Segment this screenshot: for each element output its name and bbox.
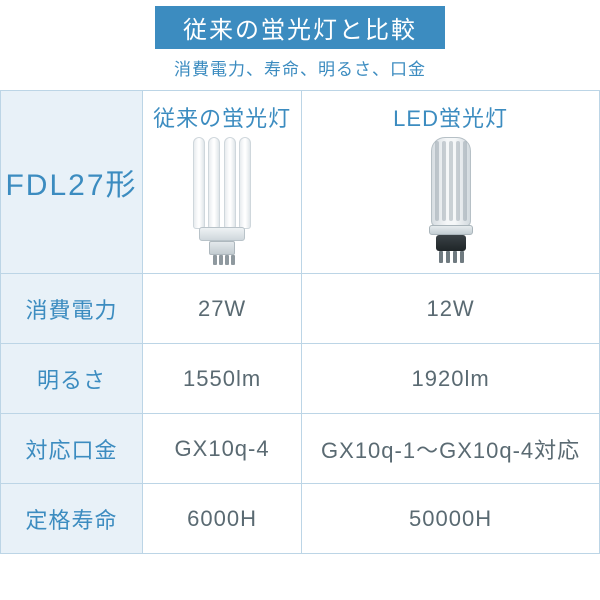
col-head-led: LED蛍光灯 [302, 91, 599, 137]
header-row: FDL27形 従来の蛍光灯 LED蛍光灯 [1, 91, 600, 274]
table-row: 対応口金 GX10q-4 GX10q-1～GX10q-4対応 [1, 414, 600, 484]
comparison-table: FDL27形 従来の蛍光灯 LED蛍光灯 [0, 90, 600, 554]
cell-value: 50000H [302, 484, 600, 554]
cell-value: 12W [302, 274, 600, 344]
cell-value: GX10q-1～GX10q-4対応 [302, 414, 600, 484]
page-title: 従来の蛍光灯と比較 [155, 6, 445, 49]
table-row: 消費電力 27W 12W [1, 274, 600, 344]
cfl-bulb-icon [187, 137, 257, 267]
cell-value: 1920lm [302, 344, 600, 414]
led-bulb-icon [421, 137, 481, 267]
subtitle: 消費電力、寿命、明るさ、口金 [0, 55, 600, 80]
col-head-conventional: 従来の蛍光灯 [143, 91, 301, 137]
cell-value: GX10q-4 [143, 414, 302, 484]
row-label: 対応口金 [1, 414, 143, 484]
title-block: 従来の蛍光灯と比較 消費電力、寿命、明るさ、口金 [0, 0, 600, 82]
row-label: 定格寿命 [1, 484, 143, 554]
cell-value: 27W [143, 274, 302, 344]
row-label: 明るさ [1, 344, 143, 414]
model-label: FDL27形 [1, 91, 143, 274]
table-row: 明るさ 1550lm 1920lm [1, 344, 600, 414]
col-conventional: 従来の蛍光灯 [143, 91, 302, 274]
bulb-image-led [302, 137, 599, 273]
row-label: 消費電力 [1, 274, 143, 344]
bulb-image-conventional [143, 137, 301, 273]
comparison-card: 従来の蛍光灯と比較 消費電力、寿命、明るさ、口金 FDL27形 従来の蛍光灯 [0, 0, 600, 554]
cell-value: 6000H [143, 484, 302, 554]
table-row: 定格寿命 6000H 50000H [1, 484, 600, 554]
col-led: LED蛍光灯 [302, 91, 600, 274]
cell-value: 1550lm [143, 344, 302, 414]
